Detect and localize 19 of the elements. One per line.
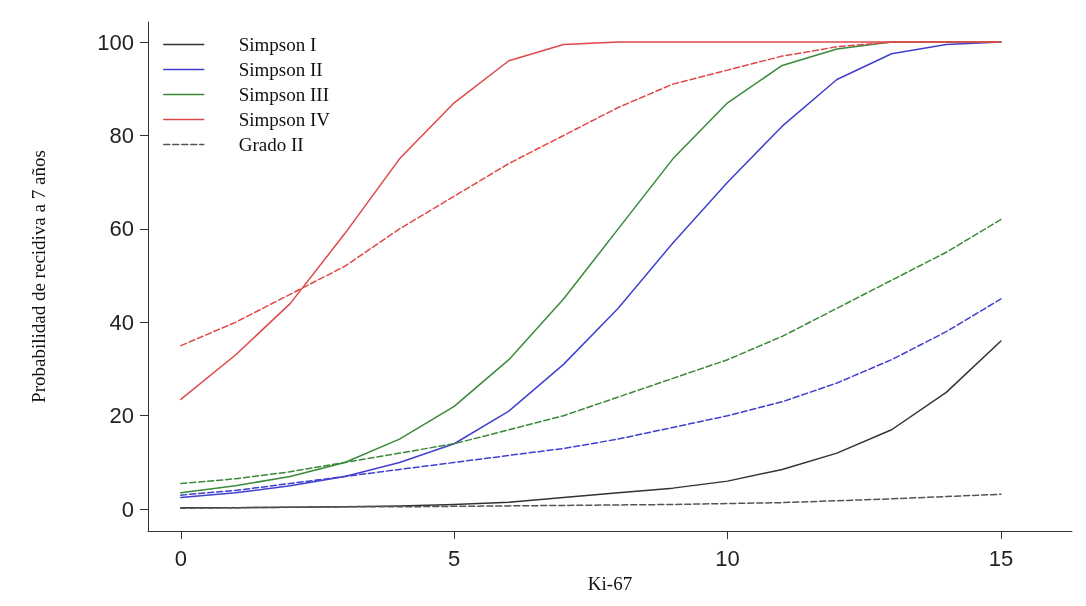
x-tick-label: 5: [448, 545, 461, 571]
x-axis-title: Ki-67: [587, 573, 633, 594]
x-tick-label: 15: [988, 545, 1014, 571]
line-series: [180, 493, 1002, 509]
y-axis-title: Probabilidad de recidiva a 7 años: [28, 150, 49, 403]
legend-label: Simpson I: [238, 34, 317, 55]
y-tick-label: 100: [97, 29, 134, 55]
x-tick-label: 10: [715, 545, 740, 571]
legend-label: Grado II: [238, 134, 304, 155]
legend-label: Simpson III: [238, 84, 329, 105]
y-tick-label: 40: [109, 309, 134, 335]
x-tick-label: 0: [174, 545, 187, 571]
legend-label: Simpson IV: [238, 109, 331, 130]
y-tick-label: 60: [109, 216, 134, 242]
line-series: [180, 340, 1002, 509]
legend-label: Simpson II: [238, 59, 323, 80]
y-tick-label: 20: [109, 403, 134, 429]
y-tick-label: 80: [109, 123, 134, 148]
y-tick-label: 0: [121, 496, 134, 522]
